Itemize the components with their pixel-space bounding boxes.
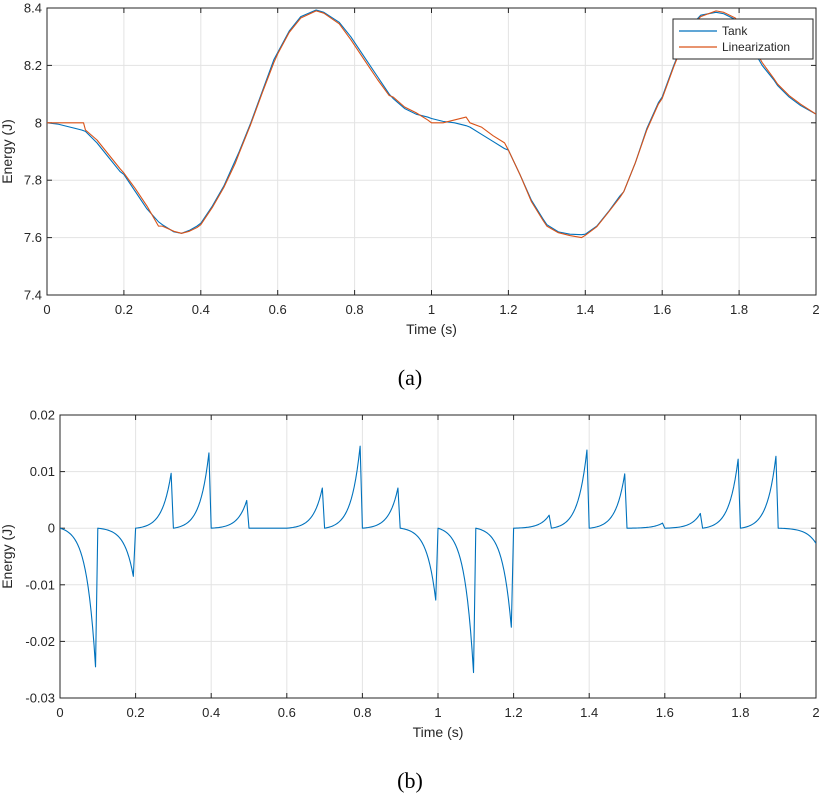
y-tick-label: 8 <box>35 115 42 130</box>
y-tick-label: -0.02 <box>25 634 55 649</box>
legend-entry-label: Linearization <box>722 40 790 54</box>
legend-box <box>672 18 814 60</box>
chart-a: 0 0.2 0.4 0.6 0.8 1 1.2 1.4 1.6 1.8 2 7.4 7.6 7.8 8 8.2… <box>0 1 820 391</box>
x-tick-label: 1.8 <box>730 302 748 317</box>
x-tick-label: 0.8 <box>353 705 371 720</box>
x-tick-label: 0.8 <box>346 302 364 317</box>
y-tick-label: 0.01 <box>30 464 55 479</box>
x-tick-label: 0 <box>56 705 63 720</box>
y-tick-label: 8.4 <box>24 1 42 16</box>
x-tick-label: 0.2 <box>127 705 145 720</box>
x-tick-label: 1.2 <box>505 705 523 720</box>
x-tick-label: 0.4 <box>192 302 210 317</box>
x-tick-label: 1.6 <box>656 705 674 720</box>
y-tick-label: 8.2 <box>24 58 42 73</box>
x-axis-label: Time (s) <box>413 724 464 740</box>
x-tick-label: 1.4 <box>576 302 594 317</box>
y-tick-label: 0 <box>48 521 55 536</box>
y-tick-label: 7.8 <box>24 173 42 188</box>
x-tick-label: 1.8 <box>731 705 749 720</box>
x-tick-label: 1.6 <box>653 302 671 317</box>
x-tick-label: 0.4 <box>202 705 220 720</box>
legend: Tank Linearization <box>672 18 814 60</box>
figure-caption: (b) <box>397 768 423 793</box>
y-tick-label: 7.6 <box>24 230 42 245</box>
x-tick-label: 0.6 <box>269 302 287 317</box>
y-axis-label: Energy (J) <box>0 524 15 589</box>
y-tick-label: 0.02 <box>30 408 55 423</box>
x-tick-label: 1 <box>434 705 441 720</box>
series-line-0 <box>60 445 816 674</box>
figure-caption: (a) <box>398 365 422 390</box>
chart-b: 0 0.2 0.4 0.6 0.8 1 1.2 1.4 1.6 1.8 2 -0.03 -0.02 -0.… <box>0 408 820 794</box>
x-tick-label: 0 <box>43 302 50 317</box>
y-tick-label: -0.01 <box>25 577 55 592</box>
y-axis-label: Energy (J) <box>0 119 15 184</box>
x-tick-label: 2 <box>812 302 819 317</box>
x-axis-label: Time (s) <box>406 321 457 337</box>
x-tick-label: 1 <box>428 302 435 317</box>
y-tick-label: -0.03 <box>25 691 55 706</box>
x-tick-label: 1.4 <box>580 705 598 720</box>
x-tick-label: 2 <box>812 705 819 720</box>
x-tick-label: 0.6 <box>278 705 296 720</box>
x-tick-label: 0.2 <box>115 302 133 317</box>
y-tick-label: 7.4 <box>24 288 42 303</box>
x-tick-label: 1.2 <box>499 302 517 317</box>
legend-entry-label: Tank <box>722 24 748 38</box>
